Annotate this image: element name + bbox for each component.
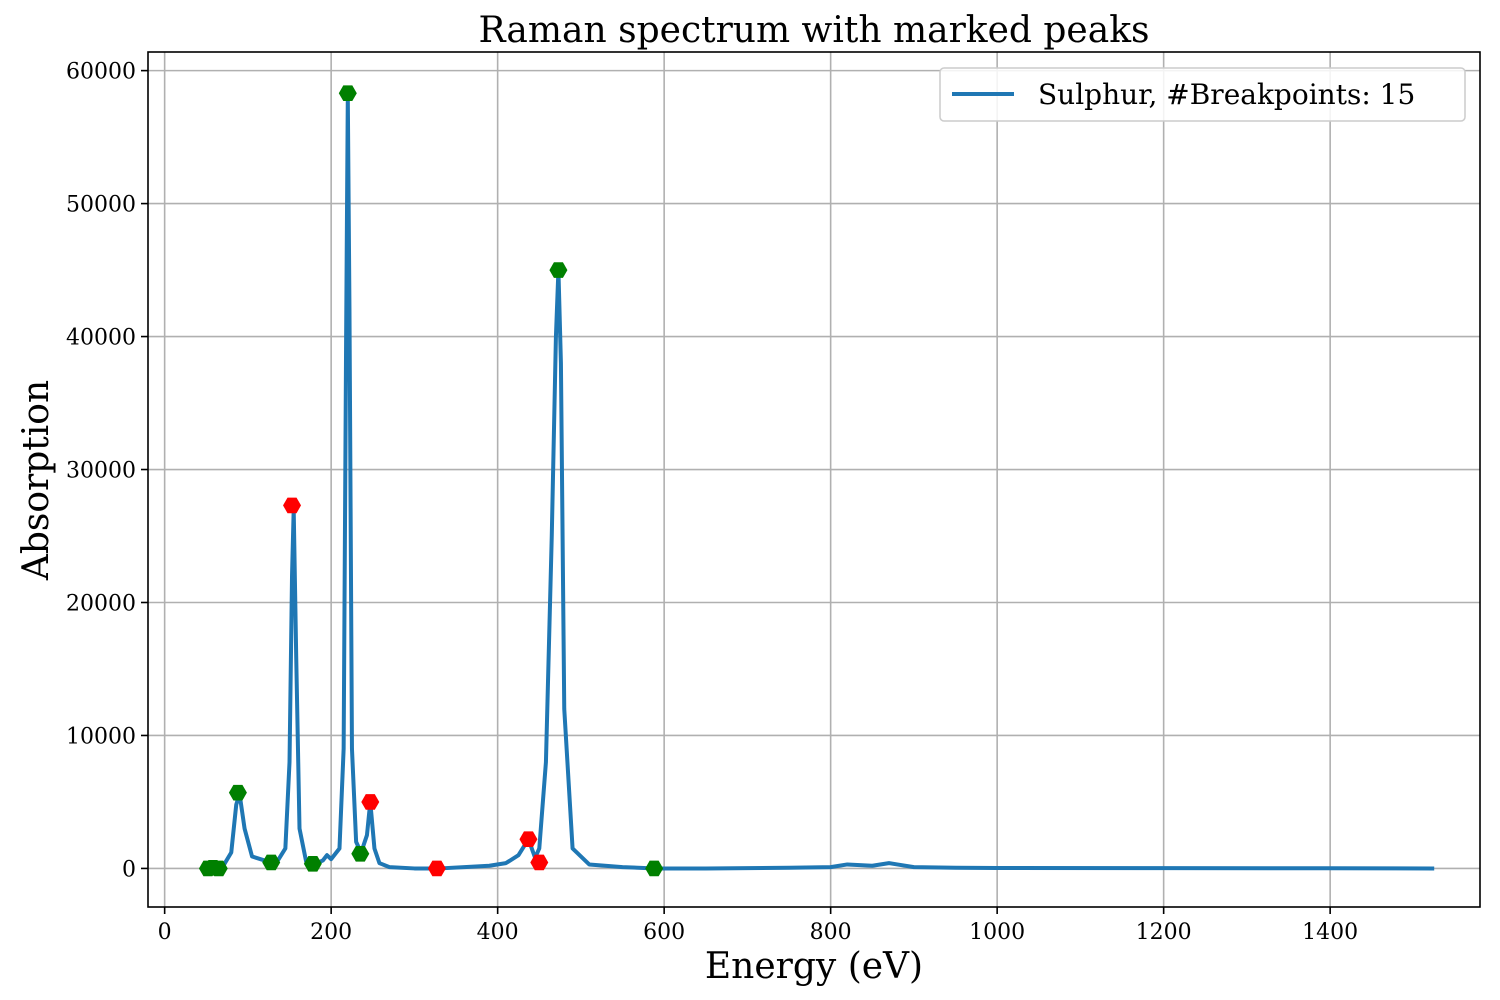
green-peak-marker — [645, 860, 664, 877]
x-tick-label: 800 — [810, 920, 852, 945]
x-axis-label: Energy (eV) — [705, 946, 923, 987]
peaks-layer — [198, 85, 664, 877]
green-peak-marker — [351, 846, 370, 862]
grid-layer — [148, 52, 1480, 907]
y-tick-label: 40000 — [66, 326, 136, 351]
red-peak-marker — [361, 794, 380, 810]
green-peak-marker — [549, 262, 568, 278]
y-tick-label: 10000 — [66, 724, 136, 749]
x-tick-label: 0 — [158, 920, 172, 945]
plot-frame — [147, 51, 1481, 908]
x-tick-label: 1400 — [1302, 920, 1358, 945]
y-tick-label: 30000 — [66, 459, 136, 484]
ticks-layer: 0 200 400 600 800 1000 1200 1400 0 10000 20000 3000… — [66, 60, 1358, 945]
y-tick-label: 60000 — [66, 60, 136, 85]
chart-title: Raman spectrum with marked peaks — [479, 10, 1150, 51]
y-axis-label: Absorption — [16, 380, 57, 581]
green-peak-marker — [338, 85, 357, 102]
y-tick-label: 50000 — [66, 193, 136, 218]
x-tick-label: 200 — [310, 920, 352, 945]
green-peak-marker — [303, 855, 322, 872]
red-peak-marker — [530, 854, 549, 871]
red-peak-marker — [519, 831, 538, 847]
red-peak-marker — [427, 860, 446, 877]
legend-box — [939, 67, 1466, 122]
legend-label: Sulphur, #Breakpoints: 15 — [1038, 78, 1415, 111]
red-peak-marker — [283, 497, 302, 514]
x-tick-label: 600 — [643, 920, 685, 945]
y-tick-label: 0 — [122, 857, 136, 882]
series-line — [206, 95, 1435, 871]
series-layer — [206, 95, 1435, 871]
green-peak-marker — [262, 854, 281, 871]
green-peak-marker — [209, 860, 228, 877]
green-peak-marker — [228, 784, 247, 801]
x-tick-label: 1000 — [969, 920, 1025, 945]
y-tick-label: 20000 — [66, 591, 136, 616]
x-tick-label: 1200 — [1136, 920, 1192, 945]
legend: Sulphur, #Breakpoints: 15 — [939, 67, 1466, 122]
x-tick-label: 400 — [477, 920, 519, 945]
